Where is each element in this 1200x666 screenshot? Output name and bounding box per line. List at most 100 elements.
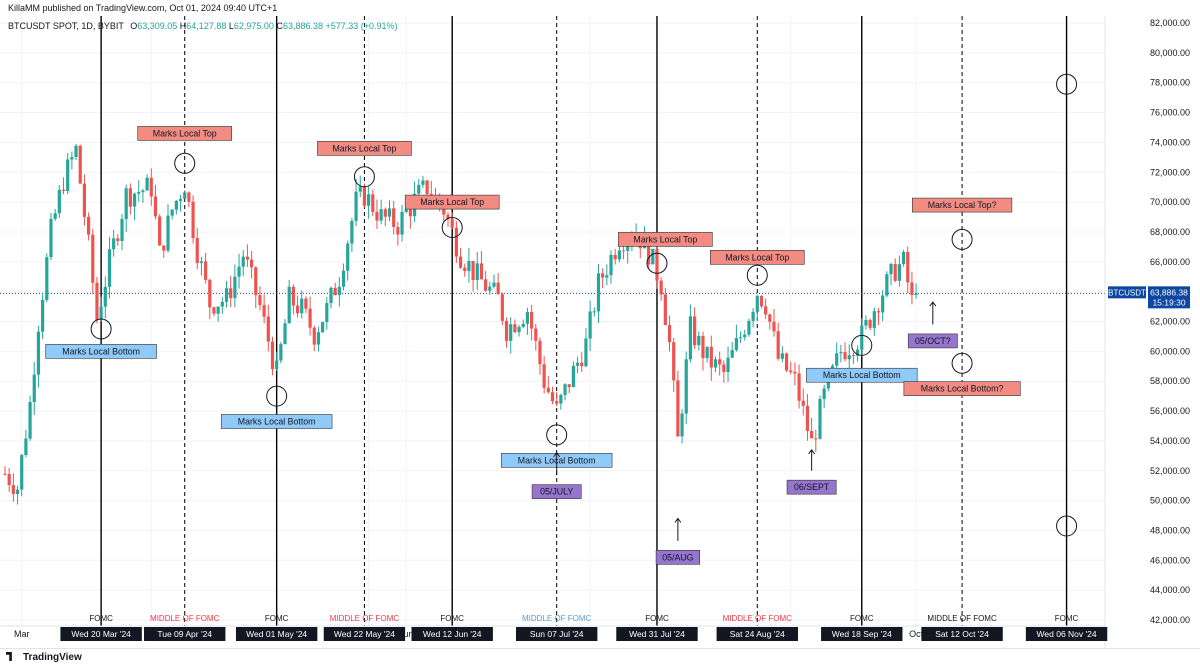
candle-body	[396, 227, 400, 235]
candle-body	[718, 359, 722, 365]
event-label: MIDDLE OF FOMC	[522, 614, 592, 623]
candle-body	[764, 306, 768, 315]
candle-body	[158, 216, 162, 246]
candle-body	[61, 189, 66, 192]
candle-body	[350, 220, 354, 244]
price-tick-label: 82,000.00	[1150, 18, 1190, 28]
candle-body	[575, 362, 580, 366]
local-bottom-label-bg	[45, 344, 157, 359]
candle-body	[195, 237, 199, 264]
price-axis[interactable]: 82,000.00 80,000.00 78,000.00 76,000.00 74,0…	[1104, 16, 1190, 648]
candle-body	[876, 311, 881, 313]
candle-body	[793, 371, 797, 374]
candle-body	[174, 200, 178, 210]
price-tick-label: 70,000.00	[1150, 197, 1190, 207]
marker-circle	[90, 318, 112, 340]
candle-body	[901, 251, 906, 265]
candle-body	[659, 280, 663, 295]
local-bottom-label-bg	[806, 367, 918, 383]
candle-body	[855, 349, 860, 356]
candle-body	[178, 198, 183, 201]
candle-body	[325, 303, 329, 323]
candle-body	[571, 365, 575, 388]
candle-body	[759, 295, 764, 307]
candle-body	[371, 194, 375, 212]
local-top-label-bg	[404, 194, 500, 210]
price-tick-label: 62,000.00	[1150, 317, 1190, 327]
candle-body	[484, 279, 488, 291]
event-date-badge	[60, 627, 142, 641]
candle-body	[814, 438, 818, 440]
marker-circle	[646, 252, 668, 274]
candle-body	[559, 394, 563, 404]
candles	[3, 143, 918, 505]
candle-body	[592, 311, 596, 313]
callout-arrow-head	[674, 517, 682, 523]
candle-body	[709, 346, 713, 368]
ohlc-l-value: 62,975.00	[233, 21, 274, 31]
event-label: MIDDLE OF FOMC	[723, 614, 793, 623]
event-label: FOMC	[89, 614, 113, 623]
candle-body	[383, 209, 387, 217]
candle-body	[162, 245, 166, 251]
candle-body	[187, 192, 191, 202]
ohlc-o-value: 63,309.05	[137, 21, 178, 31]
marker-circle	[266, 385, 288, 407]
candle-body	[596, 273, 601, 312]
candle-body	[86, 216, 91, 235]
price-tick-label: 46,000.00	[1150, 555, 1190, 565]
date-callout-bg	[786, 479, 837, 495]
candle-body	[358, 186, 362, 192]
candle-body	[112, 238, 116, 250]
tradingview-logo[interactable]: TradingView	[6, 651, 82, 665]
event-date-label: Sat 12 Oct '24	[935, 629, 989, 639]
marker-circle	[1056, 515, 1078, 537]
candle-body	[149, 177, 153, 197]
publish-header: KillaMM published on TradingView.com, Oc…	[0, 0, 1200, 16]
date-callout-label: 05/AUG	[662, 552, 693, 562]
candle-body	[32, 374, 36, 402]
candle-body	[312, 327, 316, 345]
candle-body	[229, 288, 233, 299]
candle-body	[53, 213, 57, 219]
price-tag-countdown: 15:19:30	[1152, 297, 1185, 307]
callout-arrow-head	[929, 301, 937, 307]
candle-body	[755, 295, 759, 312]
local-top-label-bg	[317, 141, 412, 156]
candle-body	[910, 282, 914, 296]
event-label: FOMC	[440, 614, 464, 623]
candle-body	[701, 335, 705, 359]
candle-body	[270, 341, 275, 369]
candle-body	[479, 263, 484, 280]
event-date-badge	[716, 627, 798, 641]
candle-body	[530, 311, 534, 329]
symbol-legend: BTCUSDT SPOT, 1D, BYBIT O63,309.05 H64,1…	[8, 20, 398, 32]
candle-body	[550, 392, 555, 402]
ohlc-c-key: C	[276, 21, 283, 31]
candle-body	[601, 273, 605, 278]
candle-body	[458, 256, 463, 268]
candle-body	[780, 353, 784, 359]
candle-body	[283, 323, 287, 345]
local-top-label-bg	[137, 126, 233, 141]
candle-body	[488, 286, 492, 291]
event-date-label: Wed 18 Sep '24	[832, 629, 892, 639]
candle-body	[316, 332, 321, 345]
price-tick-label: 54,000.00	[1150, 436, 1190, 446]
event-date-badge	[515, 627, 598, 641]
candle-body	[847, 355, 851, 360]
candle-body	[651, 248, 655, 265]
candle-body	[893, 264, 897, 281]
event-date-label: Wed 22 May '24	[334, 629, 395, 639]
candle-body	[137, 192, 141, 194]
event-date-label: Tue 09 Apr '24	[157, 629, 212, 639]
candle-body	[822, 388, 826, 400]
price-tick-label: 56,000.00	[1150, 406, 1190, 416]
candle-body	[36, 331, 41, 375]
candle-body	[308, 308, 312, 328]
event-label: FOMC	[265, 614, 289, 623]
candle-body	[392, 208, 396, 228]
candle-body	[249, 259, 254, 268]
